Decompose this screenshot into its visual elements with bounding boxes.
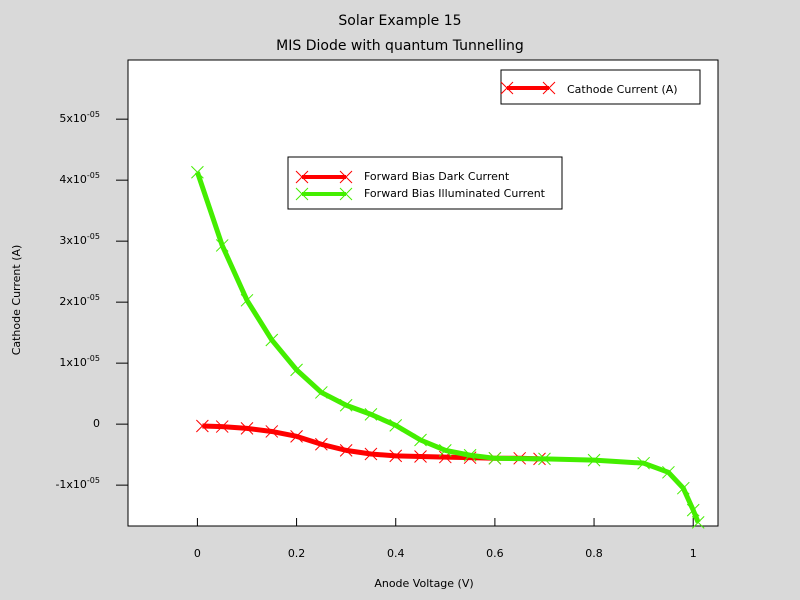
chart-subtitle: MIS Diode with quantum Tunnelling xyxy=(276,38,524,54)
x-tick-label: 0.2 xyxy=(288,547,306,560)
point-marker xyxy=(339,398,353,412)
point-marker xyxy=(637,456,650,470)
point-marker xyxy=(339,444,353,457)
point-marker xyxy=(389,419,403,432)
point-marker xyxy=(686,503,700,517)
x-tick-label: 1 xyxy=(690,547,697,560)
legend-marker xyxy=(542,81,556,95)
point-marker xyxy=(240,293,254,307)
point-marker xyxy=(587,453,601,467)
y-tick-label-base: 3x10 xyxy=(59,234,87,247)
legend-marker xyxy=(500,81,514,95)
point-marker xyxy=(414,450,427,463)
point-marker xyxy=(315,386,328,399)
y-tick-label: 4x10-05 xyxy=(59,171,100,187)
plot-area xyxy=(127,59,719,527)
legend-marker xyxy=(339,170,353,184)
point-marker xyxy=(196,419,209,433)
legend-box xyxy=(500,69,701,105)
point-marker xyxy=(215,420,229,433)
y-tick-label: 5x10-05 xyxy=(59,110,100,126)
point-marker xyxy=(389,449,403,463)
y-tick-label-power: -05 xyxy=(87,171,100,180)
y-tick-label-power: -05 xyxy=(87,476,100,485)
y-tick-label: -1x10-05 xyxy=(55,476,100,492)
x-tick-label: 0.8 xyxy=(585,547,603,560)
x-tick-label: 0.6 xyxy=(486,547,504,560)
legend-label: Forward Bias Dark Current xyxy=(364,170,510,183)
y-tick-label: 3x10-05 xyxy=(59,232,100,248)
y-tick-label: 2x10-05 xyxy=(59,293,100,309)
y-tick-label: 0 xyxy=(93,417,100,430)
legend-marker xyxy=(295,170,309,184)
legend-marker xyxy=(339,187,353,201)
y-tick-label-base: 1x10 xyxy=(59,356,87,369)
y-tick-label-power: -05 xyxy=(87,232,100,241)
point-marker xyxy=(315,437,328,451)
point-marker xyxy=(191,165,204,179)
y-tick-label-base: 2x10 xyxy=(59,295,87,308)
y-tick-label-power: -05 xyxy=(87,110,100,119)
point-marker xyxy=(463,448,477,462)
point-marker xyxy=(215,239,229,252)
point-marker xyxy=(438,444,452,457)
y-tick-label-base: 5x10 xyxy=(59,112,87,125)
x-tick-label: 0 xyxy=(194,547,201,560)
legend-label: Cathode Current (A) xyxy=(567,83,678,96)
point-marker xyxy=(290,363,303,377)
point-marker xyxy=(290,429,303,443)
point-marker xyxy=(240,422,254,435)
point-marker xyxy=(691,515,705,529)
point-marker xyxy=(364,408,378,421)
y-tick-label-power: -05 xyxy=(87,293,100,302)
y-tick-label: 1x10-05 xyxy=(59,354,100,370)
legend-box xyxy=(287,156,563,210)
point-marker xyxy=(414,433,427,447)
point-marker xyxy=(364,447,378,461)
chart-title: Solar Example 15 xyxy=(338,13,461,29)
x-tick-label: 0.4 xyxy=(387,547,405,560)
legend-label: Forward Bias Illuminated Current xyxy=(364,187,546,200)
legend-marker xyxy=(295,187,309,201)
y-tick-label-base: -1x10 xyxy=(55,478,86,491)
point-marker xyxy=(676,481,690,495)
point-marker xyxy=(488,451,502,465)
y-tick-label-power: -05 xyxy=(87,354,100,363)
point-marker xyxy=(265,333,279,347)
point-marker xyxy=(538,452,551,466)
series-line xyxy=(195,171,701,524)
point-marker xyxy=(662,465,675,479)
y-axis-label: Cathode Current (A) xyxy=(10,245,23,356)
point-marker xyxy=(265,425,279,438)
y-tick-label-base: 4x10 xyxy=(59,173,87,186)
x-axis-label: Anode Voltage (V) xyxy=(374,577,473,590)
